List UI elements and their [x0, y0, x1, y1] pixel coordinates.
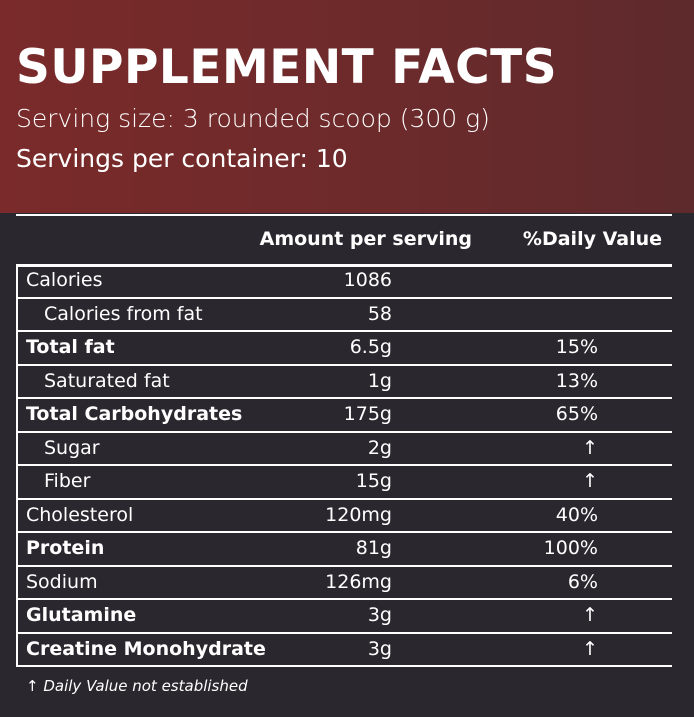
amount: 1g: [367, 369, 392, 392]
footnote-symbol: ↑: [26, 677, 39, 695]
amount: 3g: [367, 637, 392, 660]
daily-value: 6%: [567, 570, 598, 593]
daily-value: ↑: [582, 436, 598, 459]
amount: 175g: [343, 403, 392, 425]
serving-size: Serving size: 3 rounded scoop (300 g): [16, 104, 490, 133]
row-label: Calories: [26, 269, 103, 291]
footnote-text: Daily Value not established: [43, 677, 248, 695]
daily-value: 13%: [555, 369, 598, 392]
amount: 81g: [355, 537, 392, 559]
footnote: ↑ Daily Value not established: [26, 677, 248, 695]
row-label: Calories from fat: [44, 302, 203, 325]
daily-value: ↑: [582, 604, 598, 626]
rule: [16, 497, 672, 500]
rule: [16, 296, 672, 299]
rule: [16, 363, 672, 366]
row-label: Cholesterol: [26, 503, 134, 526]
amount: 6.5g: [349, 336, 392, 358]
amount: 126mg: [325, 570, 392, 593]
row-label: Fiber: [44, 470, 91, 492]
row-label: Sugar: [44, 436, 100, 459]
amount: 15g: [355, 470, 392, 492]
rule: [16, 264, 672, 267]
header-band: SUPPLEMENT FACTS Serving size: 3 rounded…: [0, 0, 694, 213]
amount: 3g: [367, 604, 392, 626]
daily-value: 65%: [555, 403, 598, 425]
row-label: Creatine Monohydrate: [26, 637, 266, 660]
servings-per-container: Servings per container: 10: [16, 144, 348, 173]
daily-value: ↑: [582, 637, 598, 660]
rule: [16, 631, 672, 634]
rule: [16, 330, 672, 332]
row-label: Glutamine: [26, 604, 137, 626]
row-label: Total Carbohydrates: [26, 403, 243, 425]
amount: 2g: [367, 436, 392, 459]
rule: [16, 214, 672, 216]
amount: 58: [367, 302, 392, 325]
rule: [16, 564, 672, 567]
column-header: Amount per serving: [259, 228, 472, 250]
row-label: Sodium: [26, 570, 98, 593]
rule: [16, 397, 672, 399]
row-label: Total fat: [26, 336, 115, 358]
rule: [16, 430, 672, 433]
row-label: Protein: [26, 537, 105, 559]
row-label: Saturated fat: [44, 369, 170, 392]
amount: 1086: [343, 269, 392, 291]
daily-value: 100%: [543, 537, 598, 559]
rule: [16, 598, 672, 600]
title: SUPPLEMENT FACTS: [16, 40, 558, 95]
daily-value: 40%: [555, 503, 598, 526]
daily-value: 15%: [555, 336, 598, 358]
rule: [16, 531, 672, 533]
daily-value: ↑: [582, 470, 598, 492]
amount: 120mg: [325, 503, 392, 526]
rule: [16, 464, 672, 466]
column-header: %Daily Value: [522, 228, 662, 250]
rule: [16, 665, 672, 667]
